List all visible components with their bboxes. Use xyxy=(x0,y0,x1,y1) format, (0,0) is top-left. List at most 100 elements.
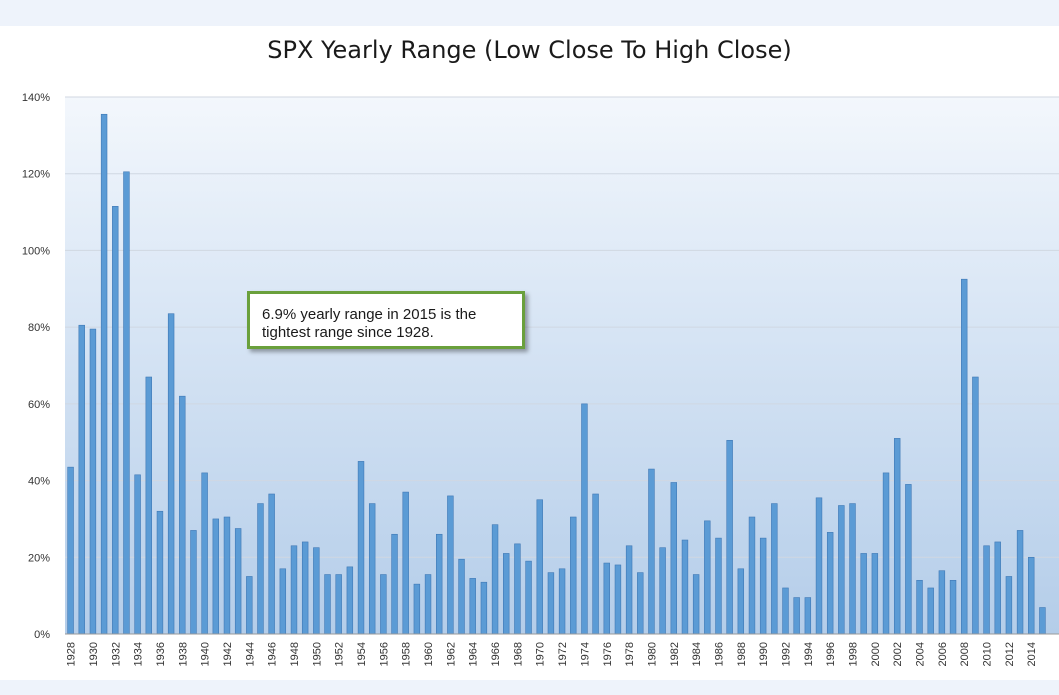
bar-1974 xyxy=(581,403,588,635)
chart-title: SPX Yearly Range (Low Close To High Clos… xyxy=(267,36,792,64)
x-tick-label: 2004 xyxy=(915,642,927,666)
bar-1986 xyxy=(715,537,722,635)
bar-1928 xyxy=(67,466,74,635)
bar-2001 xyxy=(882,472,890,635)
x-axis: 1928 1930 1932 1934 1936 1938 1940 1942 1944 1946… xyxy=(66,642,1039,666)
bar-1938 xyxy=(179,395,186,635)
bar-1951 xyxy=(324,574,331,635)
bar-1998 xyxy=(849,503,856,635)
bar-2010 xyxy=(983,545,990,635)
bar-1982 xyxy=(670,482,677,635)
bar-2003 xyxy=(905,484,912,635)
x-tick-label: 1946 xyxy=(267,642,279,666)
bar-1949 xyxy=(301,541,309,635)
plot-area xyxy=(65,97,1059,634)
bar-1980 xyxy=(648,468,655,635)
x-tick-label: 1966 xyxy=(490,642,502,666)
bar-1995 xyxy=(815,497,823,635)
bar-1959 xyxy=(413,583,421,635)
bar-1935 xyxy=(145,376,152,635)
bar-1956 xyxy=(380,574,387,635)
y-axis: 0% 20% 40% 60% 80% 100% 120% 140% xyxy=(22,92,50,641)
x-tick-label: 1968 xyxy=(512,642,524,666)
bar-2013 xyxy=(1016,530,1024,635)
bar-1960 xyxy=(424,574,432,635)
bar-1950 xyxy=(313,547,320,635)
bar-1996 xyxy=(826,532,834,635)
bar-1971 xyxy=(547,572,555,635)
bar-1953 xyxy=(346,566,354,635)
x-tick-label: 1954 xyxy=(356,642,368,666)
x-tick-label: 1944 xyxy=(244,642,256,666)
x-tick-label: 1948 xyxy=(289,642,301,666)
x-tick-label: 1958 xyxy=(401,642,413,666)
x-tick-label: 1964 xyxy=(468,642,480,666)
bar-1936 xyxy=(156,510,164,635)
bar-2011 xyxy=(994,541,1001,635)
x-tick-label: 1990 xyxy=(758,642,770,666)
x-tick-label: 2000 xyxy=(870,642,882,666)
bar-1978 xyxy=(625,545,633,635)
x-tick-label: 1960 xyxy=(423,642,435,666)
bar-1929 xyxy=(78,324,85,635)
bar-1955 xyxy=(368,503,376,635)
bar-1981 xyxy=(659,547,666,635)
x-tick-label: 1932 xyxy=(110,642,122,666)
bar-1948 xyxy=(290,545,298,635)
bar-1944 xyxy=(246,576,253,635)
x-tick-label: 1928 xyxy=(66,642,78,666)
bar-1941 xyxy=(212,518,220,635)
y-tick-label: 60% xyxy=(28,399,50,411)
bar-1943 xyxy=(234,528,242,635)
x-tick-label: 1984 xyxy=(691,642,703,666)
x-tick-label: 1994 xyxy=(803,642,815,666)
bar-2014 xyxy=(1028,556,1035,635)
y-tick-label: 100% xyxy=(22,245,50,257)
x-tick-label: 2010 xyxy=(982,642,994,666)
bar-1945 xyxy=(257,503,264,635)
bar-1940 xyxy=(201,472,208,635)
x-tick-label: 1988 xyxy=(736,642,748,666)
x-tick-label: 2002 xyxy=(892,642,904,666)
x-tick-label: 1952 xyxy=(334,642,346,666)
x-tick-label: 1942 xyxy=(222,642,234,666)
bar-2000 xyxy=(871,553,879,635)
bar-1972 xyxy=(558,568,566,635)
bar-1993 xyxy=(793,597,800,635)
y-tick-label: 40% xyxy=(28,476,50,488)
annotation-box: 6.9% yearly range in 2015 is the tightes… xyxy=(247,291,525,349)
x-tick-label: 1936 xyxy=(155,642,167,666)
x-tick-label: 1930 xyxy=(88,642,100,666)
bar-1999 xyxy=(860,553,867,635)
x-tick-label: 2008 xyxy=(959,642,971,666)
bar-1954 xyxy=(357,461,365,635)
bar-1962 xyxy=(447,495,454,635)
bar-2008 xyxy=(961,278,968,635)
x-tick-label: 1938 xyxy=(177,642,189,666)
x-tick-label: 1934 xyxy=(133,642,145,666)
x-tick-label: 1950 xyxy=(311,642,323,666)
x-tick-label: 1972 xyxy=(557,642,569,666)
bar-2004 xyxy=(916,579,923,635)
y-tick-label: 20% xyxy=(28,552,50,564)
bar-1939 xyxy=(190,530,197,635)
bar-1976 xyxy=(603,562,610,635)
bar-2015 xyxy=(1039,607,1046,635)
bar-1973 xyxy=(570,516,577,635)
x-tick-label: 1996 xyxy=(825,642,837,666)
bar-1977 xyxy=(614,564,622,635)
bar-2009 xyxy=(972,376,979,635)
bar-1965 xyxy=(480,581,488,635)
gridlines xyxy=(65,96,1059,558)
y-tick-label: 140% xyxy=(22,92,50,104)
bar-1942 xyxy=(223,516,231,635)
bar-1964 xyxy=(469,578,476,635)
x-tick-label: 1982 xyxy=(669,642,681,666)
x-tick-label: 2012 xyxy=(1004,642,1016,666)
bar-1961 xyxy=(436,533,443,635)
x-tick-label: 1956 xyxy=(378,642,390,666)
bar-1985 xyxy=(704,520,711,635)
x-tick-label: 2006 xyxy=(937,642,949,666)
bar-1933 xyxy=(123,171,130,635)
bar-2012 xyxy=(1005,576,1013,635)
